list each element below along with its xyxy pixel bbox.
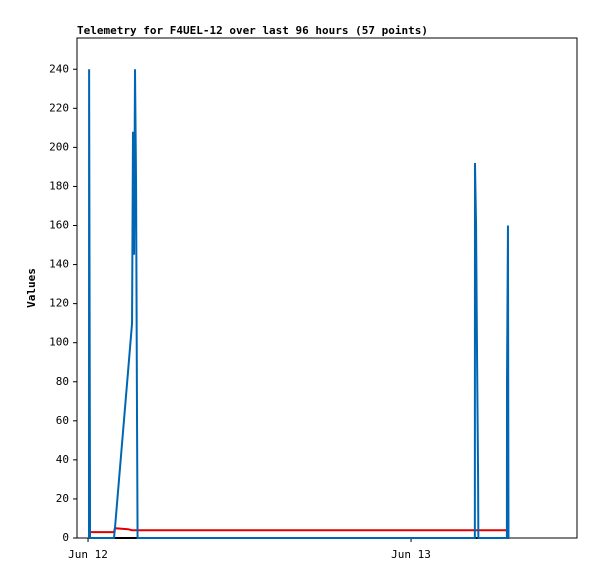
y-tick-label: 40 <box>56 453 69 466</box>
chart-title: Telemetry for F4UEL-12 over last 96 hour… <box>77 24 428 37</box>
y-tick-label: 60 <box>56 414 69 427</box>
y-tick-label: 200 <box>49 140 69 153</box>
x-tick-label: Jun 13 <box>391 548 431 561</box>
y-tick-label: 80 <box>56 375 69 388</box>
y-tick-label: 180 <box>49 179 69 192</box>
y-axis-label: Values <box>25 268 38 308</box>
y-tick-label: 120 <box>49 297 69 310</box>
y-tick-label: 100 <box>49 336 69 349</box>
y-tick-label: 220 <box>49 101 69 114</box>
y-tick-label: 0 <box>62 531 69 544</box>
data-line <box>87 69 510 539</box>
x-tick-label: Jun 12 <box>68 548 108 561</box>
y-tick-label: 140 <box>49 258 69 271</box>
y-tick-label: 20 <box>56 492 69 505</box>
y-tick-label: 160 <box>49 219 69 232</box>
y-tick-label: 240 <box>49 62 69 75</box>
